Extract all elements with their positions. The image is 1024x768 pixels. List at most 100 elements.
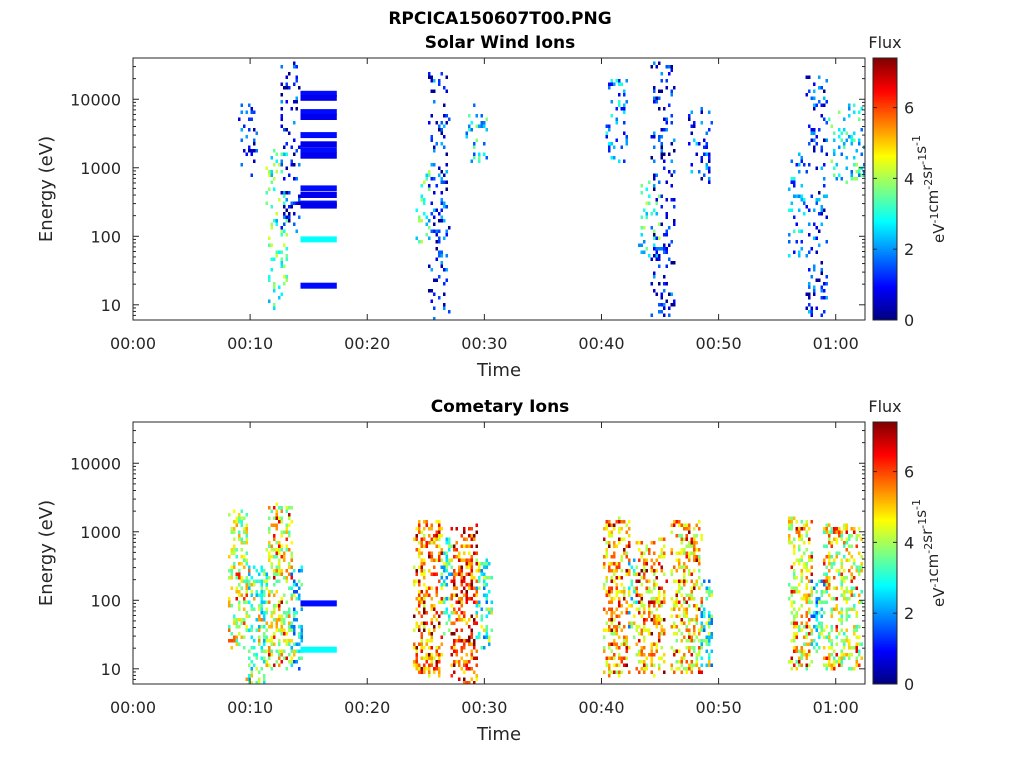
flux-cell bbox=[283, 194, 286, 198]
flux-cell bbox=[443, 201, 446, 205]
flux-cell bbox=[475, 611, 478, 615]
flux-cell bbox=[298, 145, 301, 149]
flux-cell bbox=[465, 131, 468, 135]
flux-cell bbox=[690, 541, 693, 545]
flux-cell bbox=[820, 166, 823, 170]
flux-cell bbox=[853, 156, 856, 160]
flux-cell bbox=[800, 604, 803, 608]
flux-cell bbox=[788, 583, 791, 587]
flux-burst bbox=[670, 520, 703, 674]
flux-cell bbox=[465, 667, 468, 671]
x-tick-label: 00:20 bbox=[344, 698, 390, 717]
flux-cell bbox=[603, 646, 606, 650]
flux-cell bbox=[240, 516, 243, 520]
flux-cell bbox=[658, 107, 661, 111]
flux-cell bbox=[840, 660, 843, 664]
flux-cell bbox=[478, 156, 481, 160]
flux-cell bbox=[858, 551, 861, 555]
flux-cell bbox=[613, 544, 616, 548]
flux-cell bbox=[690, 170, 693, 174]
flux-cell bbox=[815, 611, 818, 615]
flux-cell bbox=[658, 656, 661, 660]
flux-cell bbox=[813, 208, 816, 212]
flux-cell bbox=[453, 646, 456, 650]
flux-cell bbox=[280, 530, 283, 534]
flux-cell bbox=[653, 541, 656, 545]
flux-cell bbox=[848, 558, 851, 562]
flux-cell bbox=[485, 628, 488, 632]
flux-cell bbox=[813, 285, 816, 289]
flux-cell bbox=[710, 614, 713, 618]
flux-cell bbox=[800, 576, 803, 580]
flux-cell bbox=[673, 600, 676, 604]
flux-cell bbox=[293, 614, 296, 618]
flux-cell bbox=[285, 219, 288, 223]
flux-cell bbox=[698, 520, 701, 524]
flux-cell bbox=[243, 555, 246, 559]
flux-cell bbox=[418, 597, 421, 601]
flux-cell bbox=[613, 618, 616, 622]
flux-cell bbox=[298, 201, 301, 205]
flux-cell bbox=[688, 639, 691, 643]
flux-cell bbox=[623, 131, 626, 135]
flux-cell bbox=[658, 138, 661, 142]
flux-cell bbox=[615, 520, 618, 524]
flux-cell bbox=[240, 555, 243, 559]
colorbar-label: Flux bbox=[868, 397, 901, 416]
flux-cell bbox=[438, 128, 441, 132]
flux-cell bbox=[490, 628, 493, 632]
flux-cell bbox=[475, 586, 478, 590]
flux-cell bbox=[628, 646, 631, 650]
flux-cell bbox=[845, 530, 848, 534]
flux-cell bbox=[813, 107, 816, 111]
flux-cell bbox=[643, 569, 646, 573]
flux-cell bbox=[673, 222, 676, 226]
flux-cell bbox=[643, 628, 646, 632]
flux-cell bbox=[643, 558, 646, 562]
flux-cell bbox=[265, 548, 268, 552]
flux-cell bbox=[465, 663, 468, 667]
flux-cell bbox=[293, 65, 296, 69]
flux-cell bbox=[243, 541, 246, 545]
flux-cell bbox=[443, 145, 446, 149]
flux-cell bbox=[468, 544, 471, 548]
flux-cell bbox=[273, 611, 276, 615]
flux-cell bbox=[790, 201, 793, 205]
flux-cell bbox=[448, 537, 451, 541]
flux-cell bbox=[838, 656, 841, 660]
flux-cell bbox=[605, 548, 608, 552]
flux-cell bbox=[608, 523, 611, 527]
flux-cell bbox=[655, 198, 658, 202]
flux-cell bbox=[823, 583, 826, 587]
flux-cell bbox=[433, 607, 436, 611]
flux-cell bbox=[645, 247, 648, 251]
flux-cell bbox=[480, 124, 483, 128]
flux-cell bbox=[850, 667, 853, 671]
flux-cell bbox=[475, 124, 478, 128]
flux-cell bbox=[845, 541, 848, 545]
flux-cell bbox=[288, 572, 291, 576]
flux-cell bbox=[623, 537, 626, 541]
flux-cell bbox=[653, 271, 656, 275]
flux-cell bbox=[705, 663, 708, 667]
flux-cell bbox=[825, 579, 828, 583]
flux-cell bbox=[615, 642, 618, 646]
flux-cell bbox=[610, 79, 613, 83]
flux-cell bbox=[293, 138, 296, 142]
flux-cell bbox=[860, 656, 863, 660]
flux-cell bbox=[605, 520, 608, 524]
flux-cell bbox=[700, 621, 703, 625]
flux-cell bbox=[793, 562, 796, 566]
flux-cell bbox=[668, 226, 671, 230]
flux-cell bbox=[685, 565, 688, 569]
flux-cell bbox=[848, 597, 851, 601]
flux-cell bbox=[250, 149, 253, 153]
flux-cell bbox=[828, 523, 831, 527]
flux-cell bbox=[285, 614, 288, 618]
flux-cell bbox=[245, 152, 248, 156]
flux-cell bbox=[628, 544, 631, 548]
flux-cell bbox=[280, 569, 283, 573]
flux-cell bbox=[833, 656, 836, 660]
flux-cell bbox=[623, 110, 626, 114]
flux-cell bbox=[808, 75, 811, 79]
